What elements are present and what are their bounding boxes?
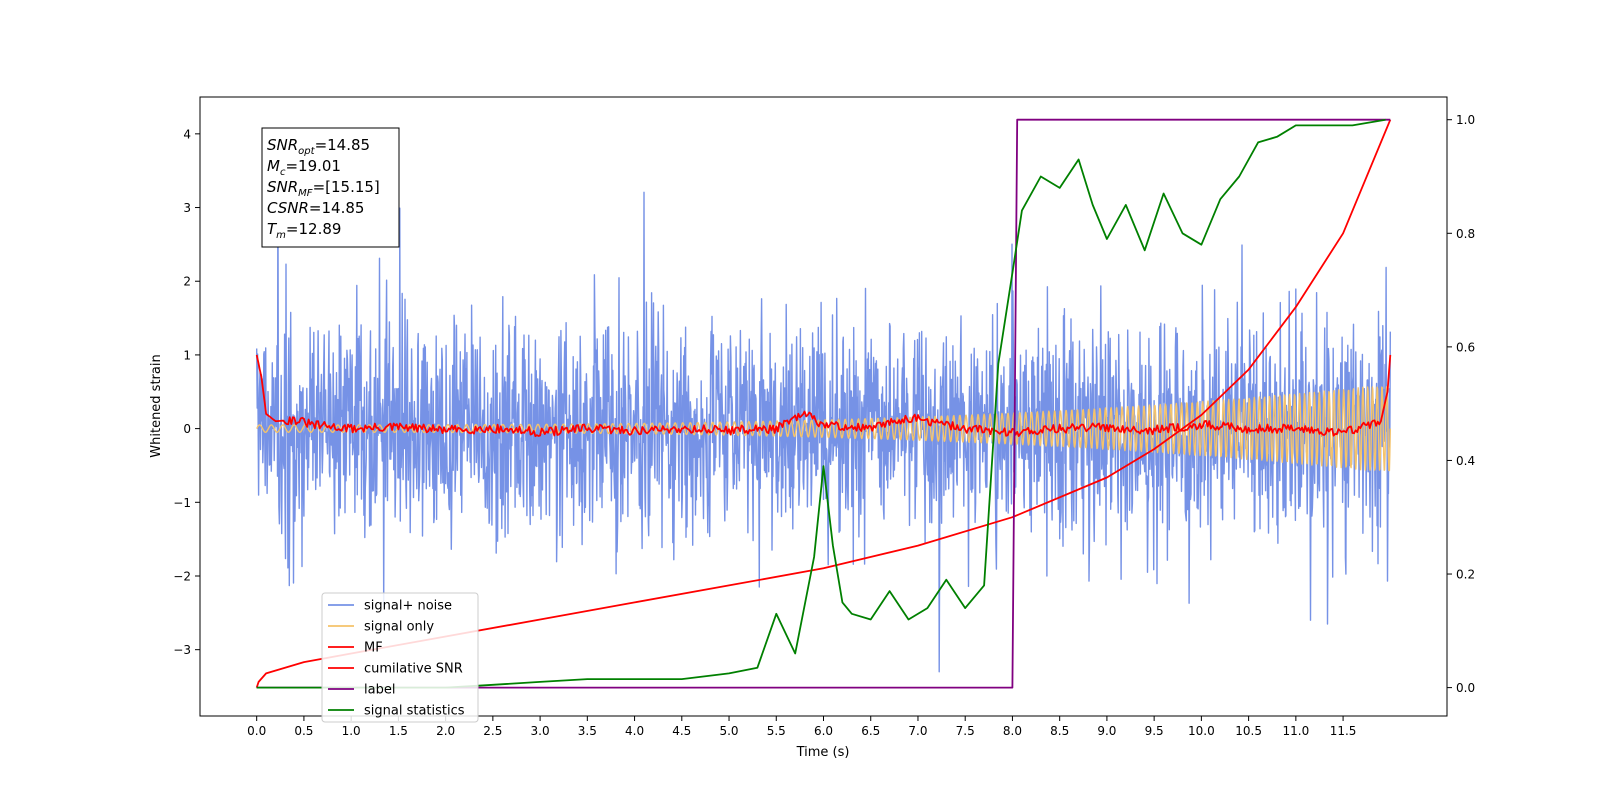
legend-label: MF bbox=[364, 641, 383, 656]
x-tick-label: 11.0 bbox=[1282, 724, 1309, 738]
y-left-tick-label: −3 bbox=[173, 643, 191, 657]
x-axis-label: Time (s) bbox=[796, 745, 850, 760]
x-tick-label: 5.5 bbox=[767, 724, 786, 738]
series-line-signal-noise bbox=[256, 168, 1391, 673]
x-tick-label: 5.0 bbox=[719, 724, 738, 738]
y-right-tick-label: 0.4 bbox=[1456, 454, 1475, 468]
x-tick-label: 8.5 bbox=[1050, 724, 1069, 738]
series-line-mf bbox=[255, 354, 1392, 438]
y-left-tick-label: 0 bbox=[183, 422, 191, 436]
y-right-tick-label: 0.6 bbox=[1456, 340, 1475, 354]
annotation-line: Mc=19.01 bbox=[267, 157, 341, 178]
x-axis: 0.0 0.5 1.0 1.5 2.0 2.5 3.0 3.5 4.0 4.5 5.0 5.5 6.0 6… bbox=[247, 716, 1356, 738]
legend-label: signal statistics bbox=[364, 704, 465, 719]
series-line-signal-statistics bbox=[256, 118, 1386, 689]
annotation-box: SNRopt=14.85Mc=19.01SNRMF=[15.15]CSNR=14… bbox=[261, 127, 400, 248]
x-tick-label: 4.5 bbox=[672, 724, 691, 738]
series-line-label bbox=[256, 118, 1391, 689]
legend-label: signal only bbox=[364, 620, 434, 635]
x-tick-label: 6.0 bbox=[814, 724, 833, 738]
x-tick-label: 1.0 bbox=[342, 724, 361, 738]
series-line-cumilative-snr bbox=[255, 119, 1392, 688]
x-tick-label: 11.5 bbox=[1330, 724, 1357, 738]
annotation-line: CSNR=14.85 bbox=[267, 199, 364, 217]
x-tick-label: 4.0 bbox=[625, 724, 644, 738]
x-tick-label: 0.5 bbox=[294, 724, 313, 738]
y-right-tick-label: 0.0 bbox=[1456, 681, 1475, 695]
x-tick-label: 3.0 bbox=[531, 724, 550, 738]
x-tick-label: 1.5 bbox=[389, 724, 408, 738]
x-tick-label: 7.5 bbox=[956, 724, 975, 738]
y-left-tick-label: −2 bbox=[173, 569, 191, 583]
x-tick-label: 2.0 bbox=[436, 724, 455, 738]
y-axis-label: Whitened strain bbox=[149, 354, 164, 457]
y-left-tick-label: 2 bbox=[183, 275, 191, 289]
y-left-tick-label: 4 bbox=[183, 127, 191, 141]
y-axis-left: −3 −2 −1 0 1 2 3 4 bbox=[173, 127, 200, 657]
series-layer bbox=[255, 118, 1392, 689]
x-tick-label: 2.5 bbox=[483, 724, 502, 738]
legend-label: cumilative SNR bbox=[364, 662, 463, 677]
x-tick-label: 7.0 bbox=[908, 724, 927, 738]
y-axis-right: 0.0 0.2 0.4 0.6 0.8 1.0 bbox=[1447, 113, 1475, 695]
x-tick-label: 10.0 bbox=[1188, 724, 1215, 738]
annotation-frame bbox=[261, 127, 400, 248]
annotation-line: SNRMF=[15.15] bbox=[267, 178, 380, 199]
x-tick-label: 6.5 bbox=[861, 724, 880, 738]
legend-frame bbox=[321, 592, 479, 723]
legend: signal+ noise signal only MF cumilative SNR… bbox=[321, 592, 479, 723]
x-tick-label: 9.5 bbox=[1145, 724, 1164, 738]
y-right-tick-label: 0.8 bbox=[1456, 227, 1475, 241]
x-tick-label: 9.0 bbox=[1097, 724, 1116, 738]
x-tick-label: 0.0 bbox=[247, 724, 266, 738]
legend-label: signal+ noise bbox=[364, 599, 452, 614]
y-right-tick-label: 1.0 bbox=[1456, 113, 1475, 127]
annotation-line: SNRopt=14.85 bbox=[267, 136, 370, 157]
x-tick-label: 10.5 bbox=[1235, 724, 1262, 738]
x-tick-label: 3.5 bbox=[578, 724, 597, 738]
y-left-tick-label: −1 bbox=[173, 496, 191, 510]
y-left-tick-label: 1 bbox=[183, 348, 191, 362]
annotation-line: Tm=12.89 bbox=[267, 220, 341, 241]
y-left-tick-label: 3 bbox=[183, 201, 191, 215]
x-tick-label: 8.0 bbox=[1003, 724, 1022, 738]
y-right-tick-label: 0.2 bbox=[1456, 568, 1475, 582]
legend-label: label bbox=[364, 683, 395, 698]
